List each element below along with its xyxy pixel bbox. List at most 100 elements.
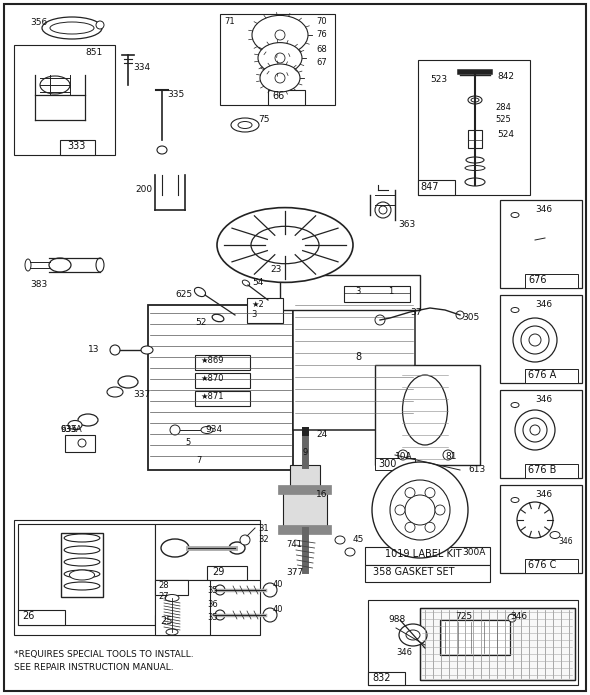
Ellipse shape bbox=[141, 346, 153, 354]
Ellipse shape bbox=[201, 427, 213, 434]
Text: 1019 LABEL KIT: 1019 LABEL KIT bbox=[385, 549, 461, 559]
Bar bbox=[500, 485, 582, 573]
Text: 842: 842 bbox=[497, 72, 514, 81]
Ellipse shape bbox=[25, 259, 31, 271]
Bar bbox=[283, 488, 327, 530]
Circle shape bbox=[78, 439, 86, 447]
Text: 13: 13 bbox=[88, 345, 100, 354]
Text: *REQUIRES SPECIAL TOOLS TO INSTALL.: *REQUIRES SPECIAL TOOLS TO INSTALL. bbox=[14, 650, 194, 659]
Ellipse shape bbox=[465, 178, 485, 186]
Text: 45: 45 bbox=[353, 535, 365, 544]
Text: 75: 75 bbox=[258, 115, 270, 124]
Ellipse shape bbox=[165, 594, 179, 601]
Circle shape bbox=[96, 21, 104, 29]
Bar bbox=[155, 580, 210, 635]
Ellipse shape bbox=[107, 387, 123, 397]
Ellipse shape bbox=[260, 64, 300, 92]
Ellipse shape bbox=[402, 375, 447, 445]
Ellipse shape bbox=[96, 258, 104, 272]
Text: 334: 334 bbox=[133, 63, 150, 72]
Circle shape bbox=[390, 480, 450, 540]
Bar bbox=[418, 180, 455, 195]
Text: 76: 76 bbox=[316, 30, 327, 39]
Bar bbox=[60, 140, 95, 155]
Text: 81: 81 bbox=[445, 452, 457, 461]
Ellipse shape bbox=[252, 15, 308, 55]
Ellipse shape bbox=[157, 146, 167, 154]
Text: 23: 23 bbox=[270, 265, 281, 274]
Text: 66: 66 bbox=[272, 91, 284, 101]
Ellipse shape bbox=[258, 42, 302, 74]
Circle shape bbox=[435, 505, 445, 515]
Circle shape bbox=[395, 505, 405, 515]
Text: 305: 305 bbox=[462, 313, 479, 322]
Bar bbox=[468, 130, 482, 148]
Text: 335: 335 bbox=[167, 90, 184, 99]
Text: 40: 40 bbox=[273, 580, 284, 589]
Bar bbox=[525, 274, 578, 288]
Circle shape bbox=[405, 495, 435, 525]
Ellipse shape bbox=[229, 542, 245, 554]
Text: 200: 200 bbox=[135, 185, 152, 194]
Text: 52: 52 bbox=[195, 318, 206, 327]
Circle shape bbox=[523, 418, 547, 442]
Text: 284: 284 bbox=[495, 103, 511, 112]
Text: 9: 9 bbox=[303, 448, 308, 457]
Text: 363: 363 bbox=[398, 220, 415, 229]
Text: SEE REPAIR INSTRUCTION MANUAL.: SEE REPAIR INSTRUCTION MANUAL. bbox=[14, 663, 173, 672]
Text: 27: 27 bbox=[158, 592, 169, 601]
Bar bbox=[500, 295, 582, 383]
Text: 68: 68 bbox=[316, 45, 327, 54]
Ellipse shape bbox=[511, 402, 519, 407]
Text: 676 B: 676 B bbox=[528, 465, 556, 475]
Text: 934: 934 bbox=[205, 425, 222, 434]
Text: 24: 24 bbox=[316, 430, 327, 439]
Text: 613: 613 bbox=[468, 465, 485, 474]
Ellipse shape bbox=[335, 536, 345, 544]
Circle shape bbox=[517, 502, 553, 538]
Bar bbox=[14, 45, 115, 155]
Text: 346: 346 bbox=[535, 490, 552, 499]
Text: 36: 36 bbox=[207, 600, 218, 609]
Text: 3: 3 bbox=[251, 310, 257, 319]
Bar bbox=[155, 580, 188, 595]
Text: 524: 524 bbox=[497, 130, 514, 139]
Text: 1: 1 bbox=[388, 287, 394, 296]
Circle shape bbox=[263, 583, 277, 597]
Text: 35: 35 bbox=[207, 613, 218, 622]
Ellipse shape bbox=[64, 534, 100, 542]
Text: 300A: 300A bbox=[462, 548, 486, 557]
Circle shape bbox=[425, 523, 435, 532]
Circle shape bbox=[508, 614, 516, 622]
Text: 8: 8 bbox=[355, 352, 361, 362]
Ellipse shape bbox=[550, 532, 560, 539]
Bar bbox=[344, 286, 410, 302]
Bar bbox=[368, 672, 405, 685]
Bar bbox=[247, 298, 283, 323]
Circle shape bbox=[529, 334, 541, 346]
Circle shape bbox=[170, 425, 180, 435]
Ellipse shape bbox=[78, 414, 98, 426]
Bar bbox=[365, 547, 490, 565]
Text: 741: 741 bbox=[286, 540, 302, 549]
Ellipse shape bbox=[118, 376, 138, 388]
Circle shape bbox=[275, 30, 285, 40]
Text: 7: 7 bbox=[196, 456, 201, 465]
Ellipse shape bbox=[217, 208, 353, 282]
Bar bbox=[18, 524, 155, 625]
Text: ★2: ★2 bbox=[251, 300, 264, 309]
Bar bbox=[18, 610, 65, 625]
Bar bbox=[195, 373, 250, 388]
Text: 346: 346 bbox=[535, 395, 552, 404]
Text: 5: 5 bbox=[185, 438, 190, 447]
Bar bbox=[148, 305, 293, 470]
Text: 346: 346 bbox=[510, 612, 527, 621]
Ellipse shape bbox=[468, 96, 482, 104]
Ellipse shape bbox=[195, 288, 205, 297]
Ellipse shape bbox=[64, 570, 100, 578]
Text: 832: 832 bbox=[372, 673, 391, 683]
Ellipse shape bbox=[64, 546, 100, 554]
Bar bbox=[290, 465, 320, 490]
Text: 346: 346 bbox=[535, 300, 552, 309]
Ellipse shape bbox=[465, 165, 485, 170]
